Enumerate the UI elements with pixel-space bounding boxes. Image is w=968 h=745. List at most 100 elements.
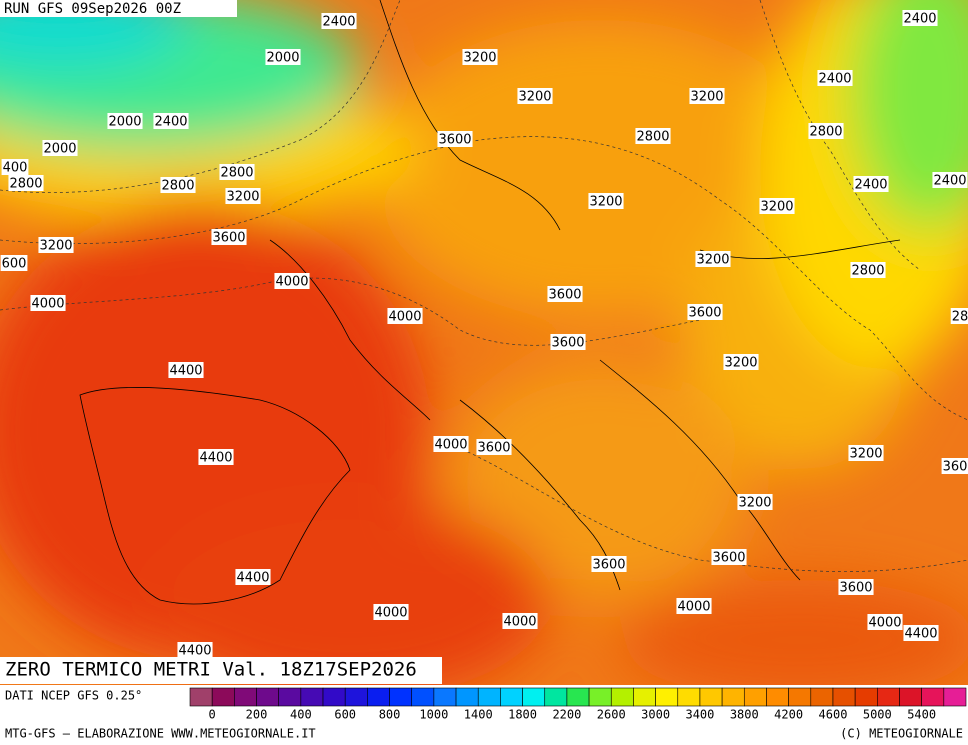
contour-label: 3200 bbox=[695, 251, 731, 268]
label-text: 4400 bbox=[199, 451, 232, 466]
colorbar-label: 5400 bbox=[907, 708, 936, 722]
label-box bbox=[941, 458, 968, 474]
colorbar-label: 2600 bbox=[597, 708, 626, 722]
label-text: 2800 bbox=[636, 130, 669, 145]
contour-label: 2800 bbox=[219, 164, 255, 181]
contour-label: 3600 bbox=[211, 229, 247, 246]
contour-label: 3600 bbox=[591, 556, 627, 573]
label-text: 360 bbox=[943, 460, 968, 475]
label-text: 2400 bbox=[818, 72, 851, 87]
run-label: RUN GFS 09Sep2026 00Z bbox=[4, 1, 181, 17]
contour-label: 4000 bbox=[30, 295, 66, 312]
label-box bbox=[676, 598, 712, 614]
colorbar-swatch bbox=[699, 687, 723, 707]
colorbar-swatch bbox=[721, 687, 745, 707]
contour-label: 2400 bbox=[817, 70, 853, 87]
contour-label: 3200 bbox=[462, 49, 498, 66]
label-box bbox=[462, 49, 498, 65]
colorbar-swatch bbox=[344, 687, 368, 707]
title-box bbox=[0, 657, 442, 684]
label-box bbox=[211, 229, 247, 245]
label-text: 3600 bbox=[712, 551, 745, 566]
colorbar-swatch bbox=[278, 687, 302, 707]
label-text: 2400 bbox=[933, 174, 966, 189]
label-text: 3200 bbox=[226, 190, 259, 205]
label-box bbox=[198, 449, 234, 465]
label-box bbox=[321, 13, 357, 29]
colorbar-swatch bbox=[389, 687, 413, 707]
label-box bbox=[850, 262, 886, 278]
contour-label: 3600 bbox=[687, 304, 723, 321]
colorbar-swatch bbox=[677, 687, 701, 707]
colorbar-swatch bbox=[411, 687, 435, 707]
label-box bbox=[30, 295, 66, 311]
label-text: 4000 bbox=[868, 616, 901, 631]
colorbar-label: 3400 bbox=[685, 708, 714, 722]
contour-label: 2000 bbox=[42, 140, 78, 157]
colorbar-label: 800 bbox=[379, 708, 401, 722]
contour-label: 3200 bbox=[737, 494, 773, 511]
contour-label: 3200 bbox=[588, 193, 624, 210]
label-box bbox=[932, 172, 968, 188]
label-text: 3200 bbox=[589, 195, 622, 210]
contour-label: 3200 bbox=[225, 188, 261, 205]
label-text: 2000 bbox=[43, 142, 76, 157]
run-box bbox=[0, 0, 237, 17]
colorbar-swatch bbox=[743, 687, 767, 707]
colorbar-swatch bbox=[322, 687, 346, 707]
contour-label: 4000 bbox=[373, 604, 409, 621]
contour-label: 3600 bbox=[547, 286, 583, 303]
label-text: 2400 bbox=[854, 178, 887, 193]
label-box bbox=[903, 625, 939, 641]
colorbar-swatch bbox=[234, 687, 257, 707]
colorbar-swatch bbox=[300, 687, 324, 707]
label-text: 2800 bbox=[851, 264, 884, 279]
label-text: 4400 bbox=[178, 644, 211, 659]
contour-label: 4000 bbox=[387, 308, 423, 325]
colorbar-swatch bbox=[810, 687, 834, 707]
label-box bbox=[550, 334, 586, 350]
contour-label: 3600 bbox=[476, 439, 512, 456]
map-field bbox=[0, 0, 968, 685]
label-text: 3600 bbox=[548, 288, 581, 303]
label-text: 3600 bbox=[438, 133, 471, 148]
label-box bbox=[817, 70, 853, 86]
label-box bbox=[437, 131, 473, 147]
label-box bbox=[160, 177, 196, 193]
label-text: 28 bbox=[952, 310, 968, 325]
colorbar-swatch bbox=[455, 687, 479, 707]
label-box bbox=[107, 113, 143, 129]
label-text: 3200 bbox=[849, 447, 882, 462]
colorbar-swatch bbox=[588, 687, 612, 707]
colorbar-label: 0 bbox=[209, 708, 216, 722]
label-text: 2000 bbox=[108, 115, 141, 130]
colorbar-swatch bbox=[943, 687, 967, 707]
label-text: 3200 bbox=[690, 90, 723, 105]
label-box bbox=[42, 140, 78, 156]
contour-label: 3200 bbox=[759, 198, 795, 215]
label-box bbox=[502, 613, 538, 629]
colorbar-label: 2200 bbox=[552, 708, 581, 722]
colorbar-label: 1400 bbox=[464, 708, 493, 722]
label-text: 3200 bbox=[463, 51, 496, 66]
data-source: DATI NCEP GFS 0.25° bbox=[5, 689, 142, 703]
colorbar-swatch bbox=[367, 687, 390, 707]
colorbar-swatch bbox=[566, 687, 590, 707]
label-text: 4400 bbox=[904, 627, 937, 642]
label-box bbox=[695, 251, 731, 267]
contour-label: 3600 bbox=[838, 579, 874, 596]
label-box bbox=[0, 255, 28, 271]
colorbar-swatch bbox=[211, 687, 235, 707]
credit: MTG-GFS — ELABORAZIONE WWW.METEOGIORNALE… bbox=[5, 727, 316, 741]
label-text: 3600 bbox=[477, 441, 510, 456]
contour-label: 3200 bbox=[38, 237, 74, 254]
colorbar-label: 200 bbox=[246, 708, 268, 722]
label-text: 2800 bbox=[9, 177, 42, 192]
colorbar-swatch bbox=[899, 687, 922, 707]
label-box bbox=[687, 304, 723, 320]
label-text: 3200 bbox=[724, 356, 757, 371]
label-box bbox=[517, 88, 553, 104]
contour-label: 2400 bbox=[902, 10, 938, 27]
contour-label: 2000 bbox=[107, 113, 143, 130]
